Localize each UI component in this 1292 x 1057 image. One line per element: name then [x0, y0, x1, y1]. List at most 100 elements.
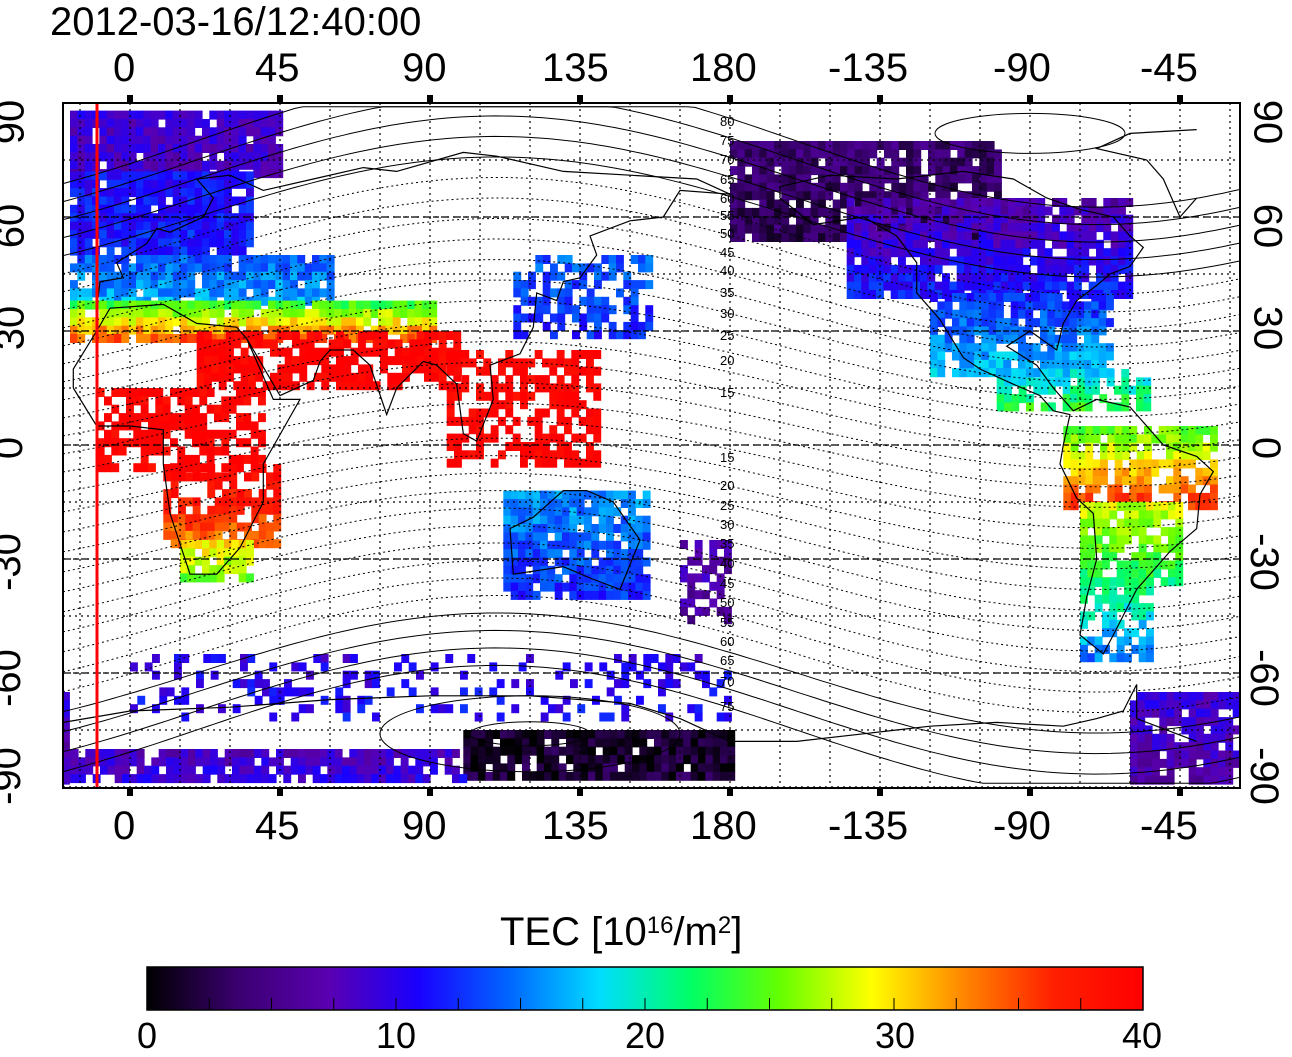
tec-cell [1081, 273, 1090, 283]
tec-cell [202, 317, 210, 327]
tec-cell [646, 746, 655, 756]
tec-cell [187, 300, 196, 310]
tec-cell [1098, 318, 1107, 328]
tec-cell [133, 421, 142, 431]
tec-cell [1106, 351, 1114, 361]
tec-cell [194, 188, 203, 198]
tec-cell [1168, 502, 1176, 511]
tec-cell [617, 771, 626, 781]
tec-cell [1137, 717, 1146, 727]
tec-cell [380, 364, 388, 374]
tec-cell [766, 207, 775, 217]
tec-cell [1210, 692, 1219, 701]
tec-cell [1158, 434, 1167, 444]
tec-cell [184, 404, 193, 414]
tec-cell [216, 288, 225, 298]
tec-cell [532, 574, 541, 584]
tec-cell [365, 372, 374, 382]
right-lat-tick: -90 [1241, 747, 1286, 805]
tec-cell [905, 273, 914, 283]
tec-cell [966, 351, 975, 361]
tec-cell [364, 757, 372, 767]
tec-cell [868, 239, 877, 249]
tec-cell [551, 738, 560, 748]
tec-cell [586, 296, 595, 306]
tec-cell [1144, 692, 1153, 701]
tec-cell [781, 141, 790, 150]
tec-cell [554, 515, 563, 525]
tec-cell [569, 582, 578, 592]
tec-cell [818, 233, 826, 242]
tec-cell [577, 704, 586, 714]
tec-cell [187, 188, 196, 198]
tec-cell [1144, 484, 1152, 494]
tec-cell [1188, 434, 1196, 444]
tec-cell [1137, 742, 1146, 752]
bottom-lon-tick: -135 [828, 804, 909, 848]
tec-cell [262, 687, 270, 697]
tec-cell [158, 280, 166, 290]
tec-cell [602, 771, 611, 781]
tec-cell [630, 330, 639, 340]
tec-cell [452, 765, 460, 775]
tec-cell [1138, 543, 1147, 553]
tec-cell [927, 223, 936, 233]
tec-cell [155, 404, 164, 414]
tec-cell [522, 771, 530, 781]
tec-cell [99, 317, 108, 327]
tec-cell [246, 160, 254, 170]
tec-cell [630, 321, 639, 331]
tec-cell [584, 679, 593, 689]
tec-cell [150, 317, 159, 327]
tec-cell [251, 539, 260, 549]
tec-cell [438, 704, 446, 714]
mag-contour [63, 612, 1240, 734]
tec-cell [905, 281, 914, 291]
tec-cell [580, 763, 589, 773]
contour-label: 70 [720, 152, 734, 167]
tec-cell [204, 372, 212, 382]
tec-cell [446, 408, 455, 418]
tec-cell [1124, 577, 1132, 587]
tec-cell [551, 730, 560, 739]
tec-cell [238, 127, 247, 137]
tec-cell [204, 331, 212, 340]
tec-cell [275, 325, 284, 335]
tec-cell [328, 339, 337, 349]
tec-cell [572, 313, 580, 323]
tec-cell [891, 149, 900, 159]
tec-cell [77, 144, 86, 153]
contour-label: 30 [720, 306, 734, 321]
tec-cell [847, 141, 856, 150]
tec-cell [1088, 206, 1097, 216]
tec-cell [170, 539, 179, 549]
tec-cell [913, 191, 922, 201]
tec-cell [380, 347, 388, 357]
tec-cell [905, 223, 914, 233]
tec-cell [993, 256, 1002, 266]
tec-cell [269, 712, 278, 722]
tec-cell [277, 347, 286, 357]
tec-cell [564, 358, 572, 368]
tec-cell [1160, 527, 1169, 537]
tec-cell [551, 771, 560, 781]
tec-cell [1202, 476, 1211, 486]
tec-cell [184, 421, 193, 431]
tec-cell [207, 464, 216, 473]
tec-cell [613, 490, 622, 500]
tec-cell [84, 171, 93, 181]
tec-cell [99, 334, 108, 343]
tec-cell [724, 565, 732, 575]
tec-cell [549, 425, 558, 435]
tec-cell [562, 490, 570, 500]
tec-cell [192, 429, 200, 439]
tec-cell [1210, 467, 1218, 477]
tec-cell [187, 280, 196, 290]
tec-cell [216, 135, 225, 145]
tec-cell [128, 160, 137, 170]
tec-cell [1130, 733, 1138, 743]
tec-cell [554, 574, 563, 584]
tec-cell [282, 317, 291, 327]
tec-cell [920, 191, 929, 201]
tec-cell [342, 654, 351, 663]
